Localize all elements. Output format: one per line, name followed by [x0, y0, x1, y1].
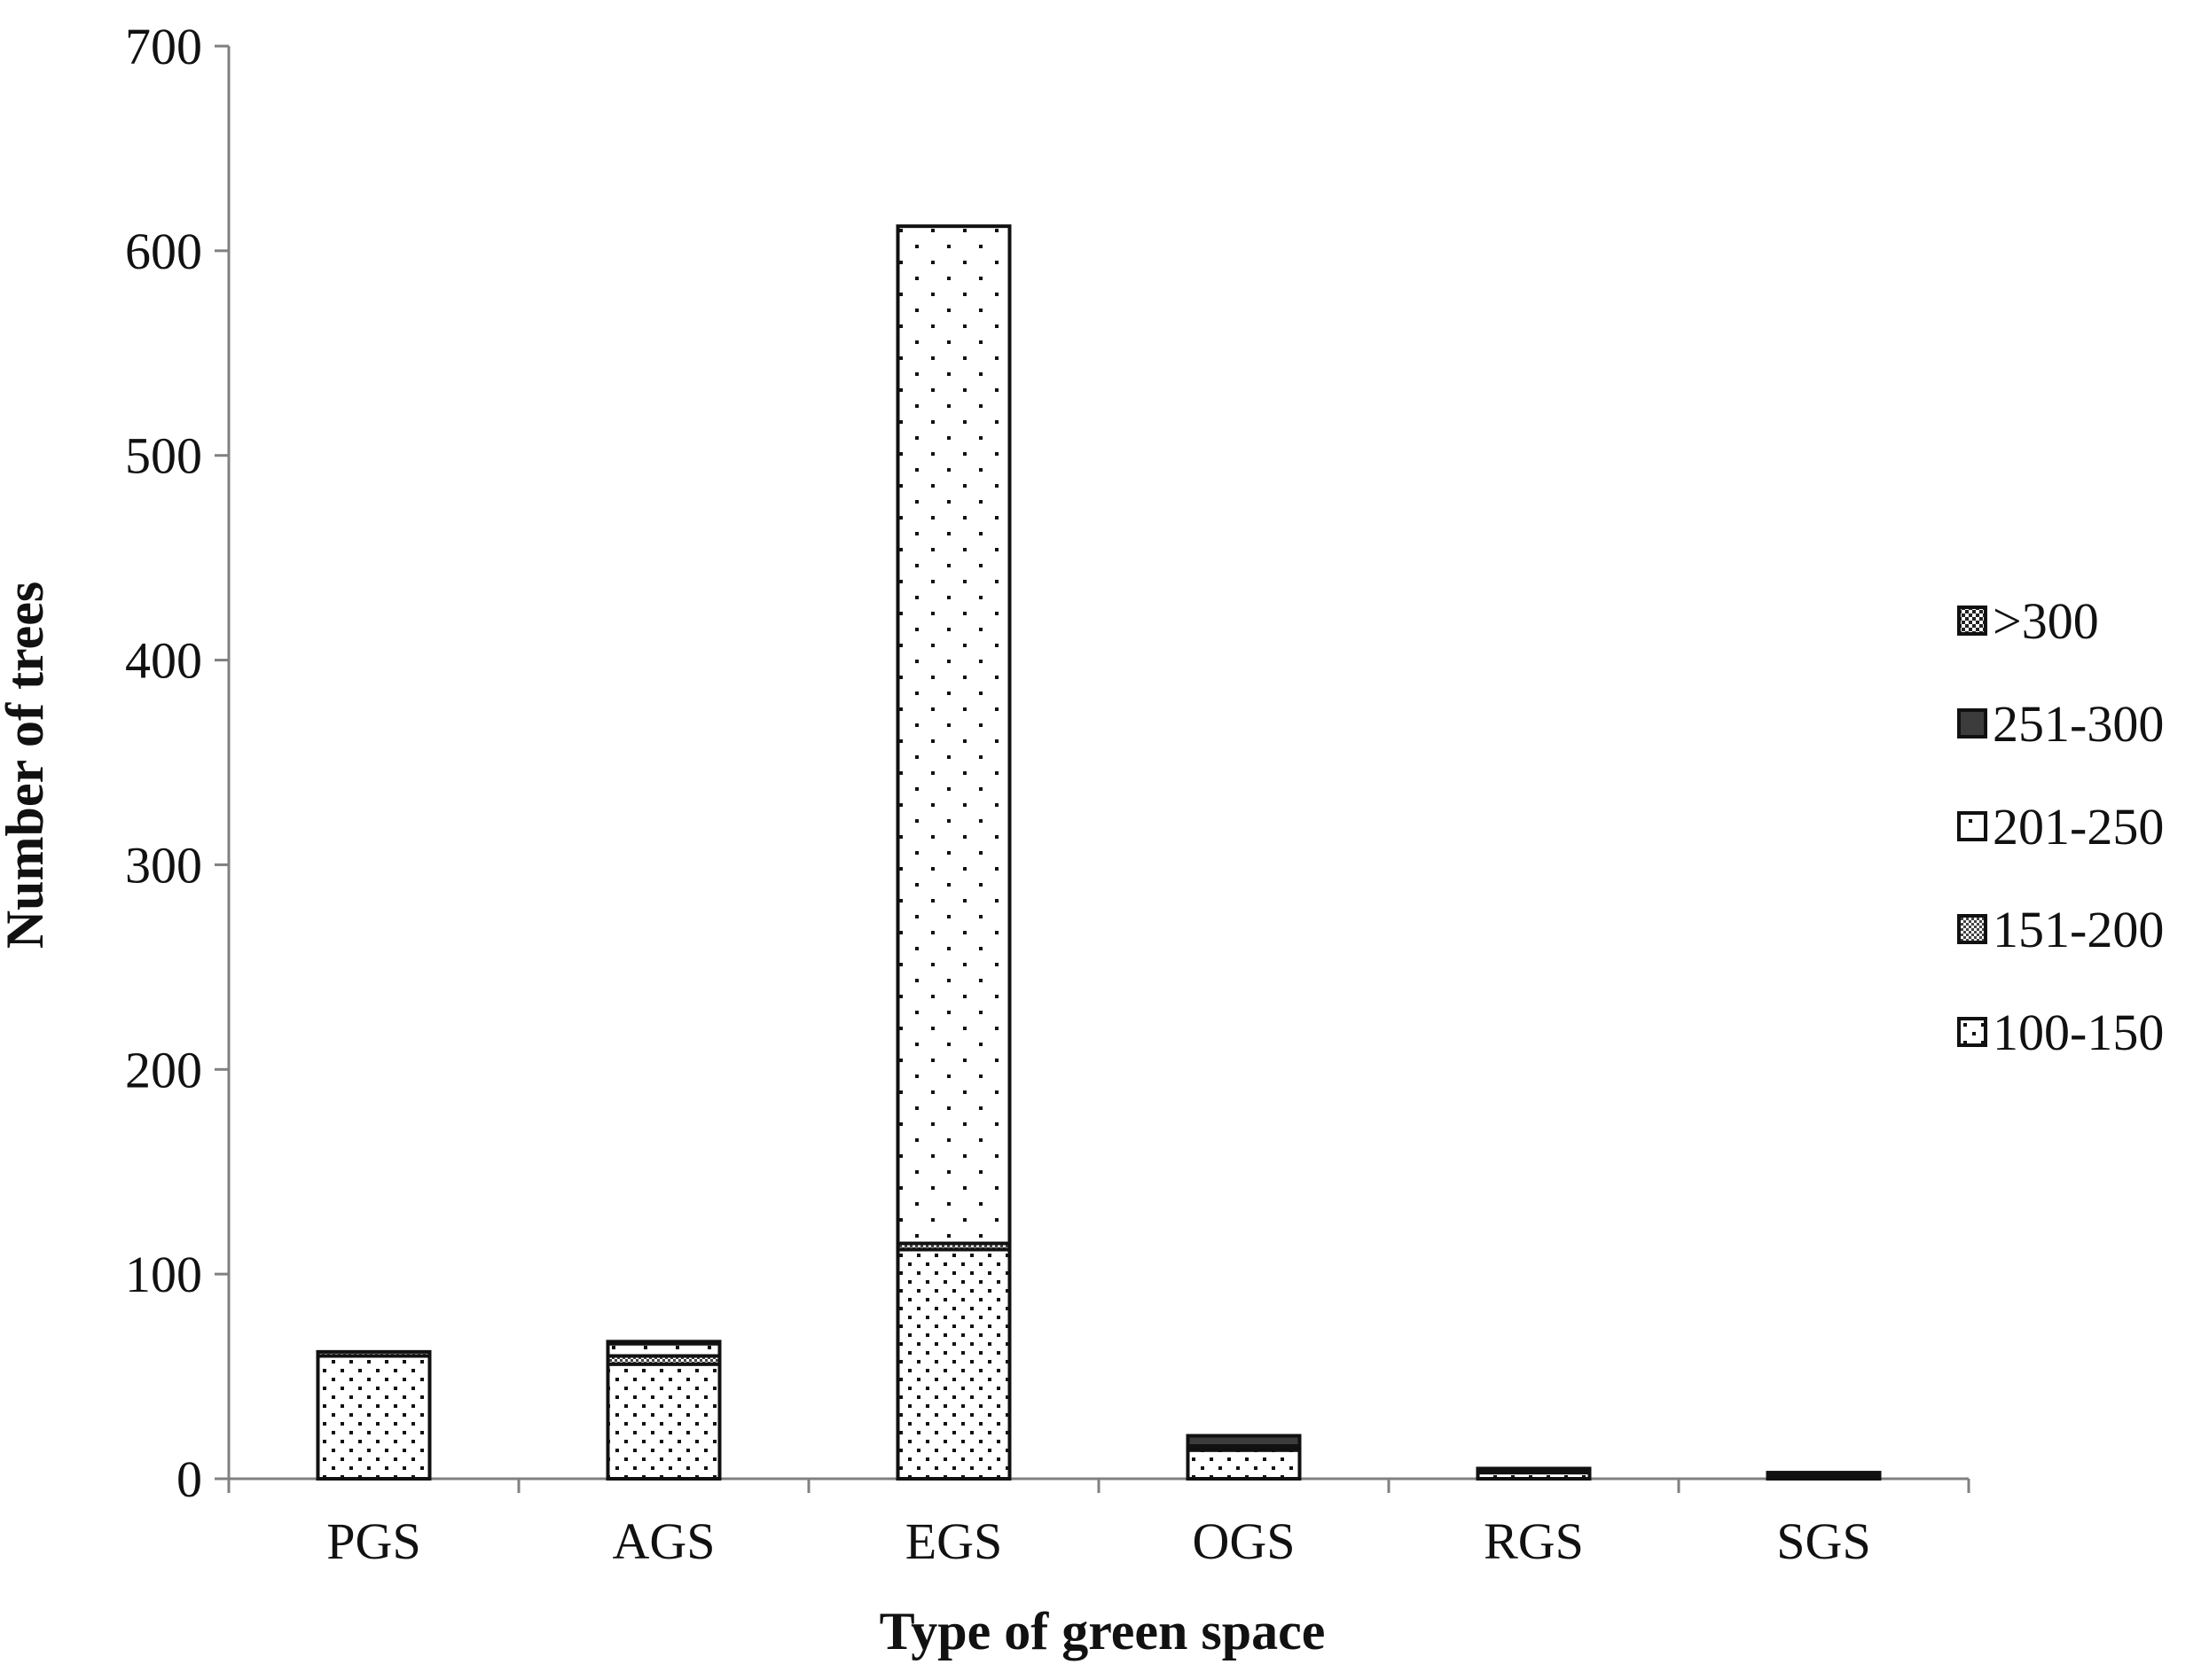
y-tick-label: 500: [125, 427, 202, 485]
y-tick-label: 600: [125, 223, 202, 280]
y-axis-title: Number of trees: [0, 582, 54, 949]
legend-swatch: [1957, 708, 1987, 738]
bar-segment: [1476, 1466, 1592, 1473]
bar-segment: [1186, 1434, 1302, 1449]
x-axis: PGS AGS EGS OGS RGS SGS: [227, 1477, 1970, 1570]
bar-segment: [316, 1349, 432, 1358]
legend: >300 251-300 201-250 151-200 100-150: [1957, 592, 2164, 1061]
y-tick-label: 0: [176, 1450, 202, 1508]
legend-label: 201-250: [1993, 798, 2164, 856]
legend-swatch: [1957, 606, 1987, 636]
y-axis: 0 100 200 300 400 500 600 700: [125, 18, 231, 1508]
legend-label: 251-300: [1993, 695, 2164, 753]
bar-segment: [316, 1354, 432, 1481]
x-axis-title: Type of green space: [880, 1602, 1326, 1660]
bar-segment: [896, 224, 1012, 1246]
x-tick-label: SGS: [1776, 1512, 1870, 1570]
bar-segment: [1186, 1448, 1302, 1481]
y-tick-label: 200: [125, 1041, 202, 1098]
x-tick-label: AGS: [612, 1512, 715, 1570]
legend-label: 100-150: [1993, 1004, 2164, 1061]
y-tick-label: 400: [125, 632, 202, 690]
legend-swatch: [1957, 811, 1987, 841]
x-tick-label: EGS: [905, 1512, 1003, 1570]
legend-swatch: [1957, 1017, 1987, 1047]
y-tick-label: 100: [125, 1246, 202, 1303]
bar-segment: [1766, 1471, 1882, 1477]
bar-segment: [896, 1247, 1012, 1481]
x-tick-label: OGS: [1192, 1512, 1295, 1570]
legend-swatch: [1957, 914, 1987, 944]
y-tick-label: 700: [125, 18, 202, 75]
y-tick-label: 300: [125, 836, 202, 894]
bar-segment: [606, 1341, 722, 1358]
x-tick-label: PGS: [326, 1512, 420, 1570]
bars: [316, 224, 1882, 1481]
x-tick-label: RGS: [1484, 1512, 1584, 1570]
legend-label: >300: [1993, 592, 2099, 650]
bar-segment: [606, 1362, 722, 1481]
bar-segment: [606, 1340, 722, 1346]
legend-label: 151-200: [1993, 901, 2164, 958]
